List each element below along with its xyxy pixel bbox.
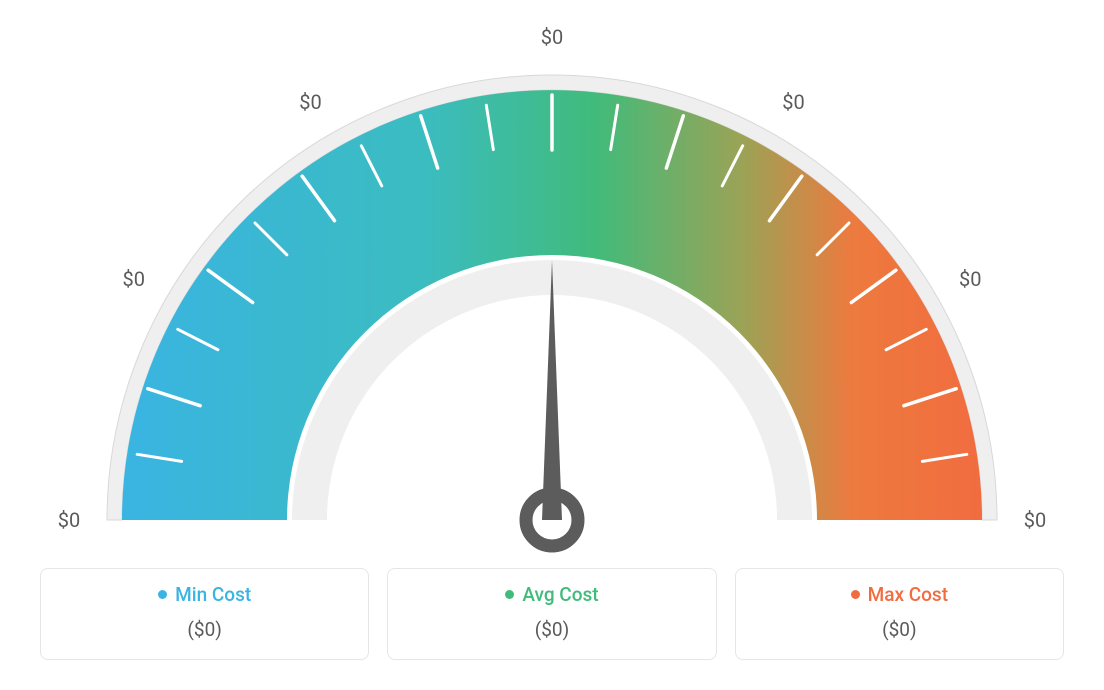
legend-dot-avg xyxy=(505,590,514,599)
legend-label-max: Max Cost xyxy=(868,583,948,606)
scale-label: $0 xyxy=(58,508,80,532)
legend-dot-min xyxy=(158,590,167,599)
legend-title-avg: Avg Cost xyxy=(505,583,598,606)
gauge-area: $0 $0 $0 $0 $0 $0 $0 xyxy=(0,0,1104,560)
legend-title-min: Min Cost xyxy=(158,583,251,606)
scale-label: $0 xyxy=(1024,508,1046,532)
legend-title-max: Max Cost xyxy=(851,583,948,606)
gauge-svg xyxy=(12,20,1092,560)
legend-card-min: Min Cost ($0) xyxy=(40,568,369,660)
legend-label-avg: Avg Cost xyxy=(522,583,598,606)
legend-value-max: ($0) xyxy=(746,618,1053,641)
legend-card-avg: Avg Cost ($0) xyxy=(387,568,716,660)
scale-label: $0 xyxy=(122,267,144,291)
legend-row: Min Cost ($0) Avg Cost ($0) Max Cost ($0… xyxy=(0,568,1104,660)
legend-value-min: ($0) xyxy=(51,618,358,641)
gauge-cost-widget: $0 $0 $0 $0 $0 $0 $0 Min Cost ($0) Avg Cost ($… xyxy=(0,0,1104,690)
legend-dot-max xyxy=(851,590,860,599)
scale-label: $0 xyxy=(959,267,981,291)
scale-label: $0 xyxy=(782,90,804,114)
legend-card-max: Max Cost ($0) xyxy=(735,568,1064,660)
scale-label: $0 xyxy=(541,25,563,49)
legend-label-min: Min Cost xyxy=(175,583,251,606)
scale-label: $0 xyxy=(299,90,321,114)
legend-value-avg: ($0) xyxy=(398,618,705,641)
